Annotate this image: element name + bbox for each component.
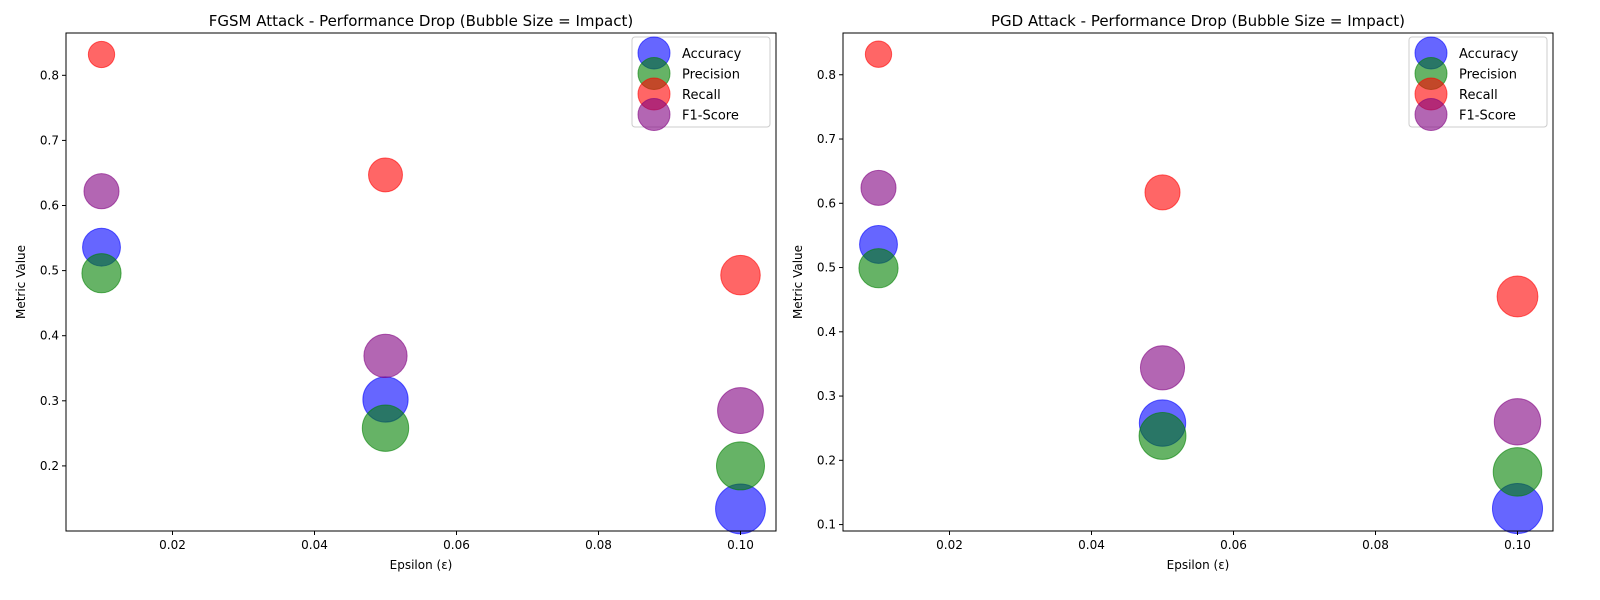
x-axis-label: Epsilon (ε) [390,558,453,572]
x-tick-label: 0.04 [1078,538,1105,552]
y-axis-label: Metric Value [791,245,805,319]
legend: Accuracy Precision Recall F1-Score [1408,36,1548,131]
subplot-fgsm: 0.02 0.04 0.06 0.08 0.10 0.2 0.3 0.4 0.5 0.6 0.7 0.… [14,12,777,572]
y-tick-label: 0.6 [817,196,836,210]
legend-label-f1-score: F1-Score [682,109,739,124]
legend-label-f1-score: F1-Score [1459,109,1516,124]
y-tick-label: 0.4 [817,325,836,339]
bubble-f1-score [717,387,764,434]
y-axis-label: Metric Value [14,245,28,319]
y-tick-label: 0.1 [817,518,836,532]
x-tick-label: 0.06 [1220,538,1247,552]
y-tick-label: 0.6 [40,199,59,213]
x-tick-label: 0.10 [727,538,754,552]
axes-frame [842,32,1554,532]
bubble-f1-score [83,173,120,210]
chart-title: FGSM Attack - Performance Drop (Bubble S… [209,12,633,30]
bubble-recall [1144,174,1181,211]
legend-label-recall: Recall [682,88,721,103]
bubble-f1-score [363,333,408,379]
bubble-precision [1138,411,1187,460]
bubble-recall [368,157,403,193]
x-tick-label: 0.06 [443,538,470,552]
x-tick-label: 0.04 [301,538,328,552]
bubble-recall [864,40,893,68]
legend-label-accuracy: Accuracy [1459,47,1519,62]
legend-label-precision: Precision [1459,68,1517,83]
bubble-recall [1496,275,1539,318]
legend-label-recall: Recall [1459,88,1498,103]
legend: Accuracy Precision Recall F1-Score [631,36,771,131]
x-tick-label: 0.02 [936,538,963,552]
y-tick-label: 0.3 [817,389,836,403]
bubble-accuracy [715,483,766,535]
x-axis-label: Epsilon (ε) [1167,558,1230,572]
y-tick-label: 0.4 [40,329,59,343]
axes-frame [65,32,777,532]
y-tick-label: 0.8 [40,68,59,82]
legend-label-precision: Precision [682,68,740,83]
bubble-f1-score [1493,398,1542,446]
bubble-precision [1492,447,1543,497]
legend-label-accuracy: Accuracy [682,47,742,62]
x-tick-label: 0.08 [585,538,612,552]
y-tick-label: 0.3 [40,394,59,408]
y-tick-label: 0.7 [40,133,59,147]
bubble-f1-score [860,169,897,206]
legend-marker-f1-score [1414,98,1448,131]
subplot-pgd: 0.02 0.04 0.06 0.08 0.10 0.1 0.2 0.3 0.4 0.5 0.6 0.… [791,12,1554,572]
bubbles [81,40,766,535]
chart-title: PGD Attack - Performance Drop (Bubble Si… [991,12,1405,30]
y-tick-label: 0.7 [817,132,836,146]
x-tick-label: 0.08 [1362,538,1389,552]
y-tick-label: 0.8 [817,68,836,82]
legend-marker-f1-score [637,98,671,131]
y-tick-label: 0.5 [40,264,59,278]
bubble-precision [858,248,899,289]
x-tick-label: 0.02 [159,538,186,552]
bubbles [858,40,1544,535]
bubble-recall [720,254,761,296]
bubble-precision [81,253,122,294]
bubble-recall [87,40,116,69]
y-tick-label: 0.2 [40,459,59,473]
bubble-precision [716,441,765,491]
y-tick-label: 0.5 [817,261,836,275]
bubble-precision [361,404,410,452]
y-tick-label: 0.2 [817,453,836,467]
bubble-f1-score [1139,345,1186,391]
x-tick-label: 0.10 [1504,538,1531,552]
